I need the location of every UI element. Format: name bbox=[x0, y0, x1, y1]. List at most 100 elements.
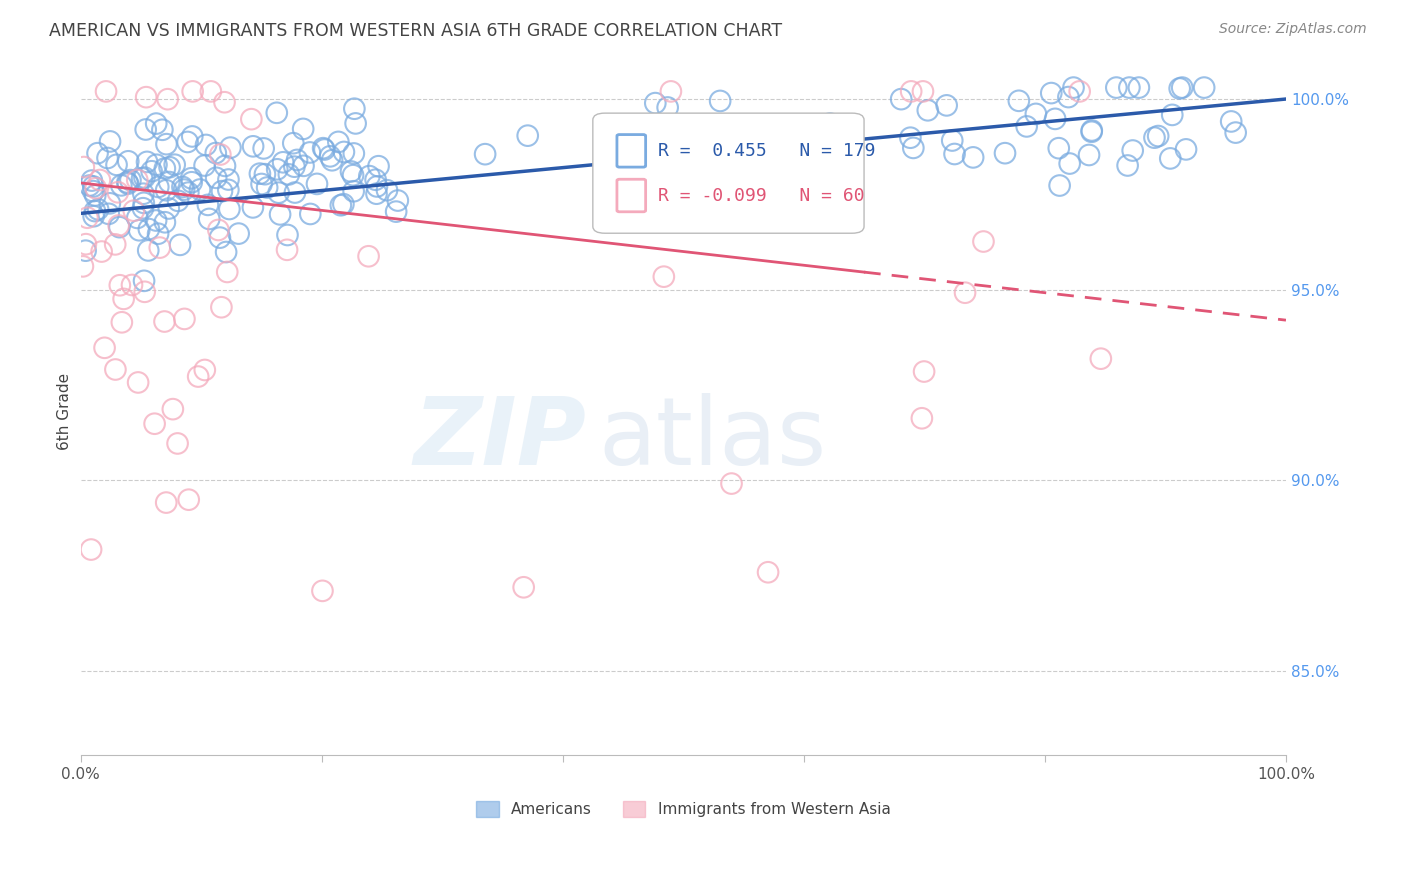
Point bbox=[153, 161, 176, 176]
Point bbox=[775, 140, 797, 154]
Point bbox=[104, 362, 127, 376]
Point bbox=[621, 163, 644, 178]
Point bbox=[194, 363, 217, 377]
Point bbox=[735, 147, 758, 161]
Point bbox=[387, 194, 409, 208]
Point bbox=[366, 179, 388, 194]
Point bbox=[84, 204, 107, 219]
Point bbox=[169, 238, 191, 252]
Point bbox=[218, 202, 240, 216]
Point bbox=[105, 158, 128, 172]
Point bbox=[148, 180, 170, 194]
Point bbox=[132, 195, 155, 210]
Point bbox=[215, 245, 238, 260]
Point bbox=[87, 202, 110, 217]
Point bbox=[1118, 80, 1140, 95]
Point bbox=[121, 277, 143, 292]
Point bbox=[612, 130, 634, 145]
Point bbox=[299, 207, 322, 221]
Point bbox=[359, 169, 381, 183]
Point bbox=[194, 159, 217, 173]
Point bbox=[311, 583, 333, 598]
Text: R =  0.455   N = 179: R = 0.455 N = 179 bbox=[658, 142, 876, 160]
Point bbox=[79, 178, 101, 193]
Point bbox=[782, 184, 804, 198]
Point bbox=[799, 128, 821, 143]
Point bbox=[122, 203, 145, 218]
Point bbox=[108, 278, 131, 293]
Point bbox=[187, 369, 209, 384]
Point bbox=[75, 237, 97, 252]
Point bbox=[512, 580, 534, 594]
Point bbox=[1078, 148, 1101, 162]
Point bbox=[1171, 80, 1194, 95]
Point bbox=[177, 492, 200, 507]
Point bbox=[167, 194, 190, 208]
Point bbox=[180, 171, 202, 186]
Point bbox=[228, 227, 250, 241]
Point bbox=[98, 135, 121, 149]
Point bbox=[83, 209, 105, 223]
Point bbox=[209, 147, 232, 161]
Point bbox=[107, 186, 129, 200]
Point bbox=[972, 235, 994, 249]
Point bbox=[90, 244, 112, 259]
Point bbox=[117, 176, 139, 190]
Point bbox=[696, 127, 718, 141]
Point bbox=[717, 175, 740, 189]
Point bbox=[149, 241, 172, 255]
Point bbox=[375, 183, 398, 197]
Point bbox=[84, 188, 107, 202]
Point bbox=[344, 116, 367, 130]
Point bbox=[240, 112, 263, 127]
Point bbox=[298, 145, 321, 160]
Point bbox=[198, 211, 221, 226]
Point bbox=[120, 173, 142, 187]
Point bbox=[271, 155, 294, 169]
Point bbox=[195, 138, 218, 153]
Point bbox=[1081, 123, 1104, 137]
Point bbox=[711, 163, 734, 178]
Point bbox=[1122, 144, 1144, 158]
Point bbox=[343, 102, 366, 116]
Point bbox=[80, 173, 103, 187]
Point bbox=[1090, 351, 1112, 366]
Point bbox=[108, 220, 131, 235]
Point bbox=[209, 300, 232, 314]
Point bbox=[277, 168, 299, 182]
Point bbox=[806, 161, 828, 176]
Point bbox=[181, 84, 204, 98]
Point bbox=[1059, 156, 1081, 170]
Point bbox=[292, 159, 315, 173]
Point bbox=[110, 178, 132, 193]
Point bbox=[132, 201, 155, 215]
Point bbox=[172, 180, 194, 194]
Point bbox=[143, 417, 166, 431]
Point bbox=[176, 135, 198, 149]
Point bbox=[900, 84, 922, 98]
Point bbox=[117, 177, 139, 191]
Point bbox=[340, 164, 363, 178]
Point bbox=[266, 162, 288, 177]
Point bbox=[312, 141, 335, 155]
Y-axis label: 6th Grade: 6th Grade bbox=[58, 373, 72, 450]
Point bbox=[200, 84, 222, 98]
Point bbox=[117, 154, 139, 169]
Point bbox=[249, 167, 271, 181]
Point bbox=[912, 365, 935, 379]
Point bbox=[94, 84, 117, 98]
Point bbox=[332, 197, 354, 211]
Point bbox=[146, 227, 169, 241]
Point bbox=[127, 173, 149, 187]
Point bbox=[163, 158, 186, 172]
Point bbox=[1043, 112, 1066, 126]
Point bbox=[214, 95, 236, 110]
Text: atlas: atlas bbox=[599, 393, 827, 485]
Point bbox=[474, 147, 496, 161]
Point bbox=[1047, 141, 1070, 155]
Point bbox=[162, 402, 184, 417]
Point bbox=[328, 135, 350, 149]
Point bbox=[127, 376, 149, 390]
Point bbox=[321, 153, 343, 168]
Point bbox=[283, 160, 305, 174]
